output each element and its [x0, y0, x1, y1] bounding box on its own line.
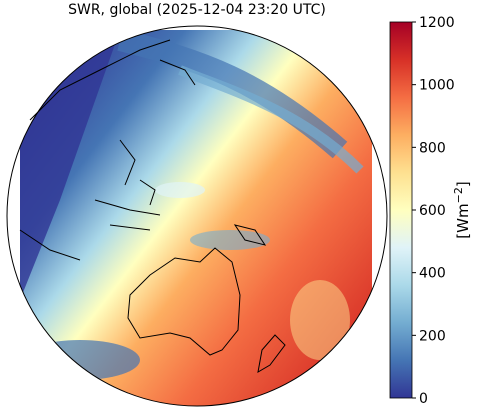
colorbar-tick-label: 0 [419, 391, 428, 407]
colorbar-label: [Wm−2] [452, 181, 472, 238]
colorbar-tick-label: 800 [419, 140, 446, 156]
colorbar-tick-label: 600 [419, 203, 446, 219]
colorbar-tick-label: 200 [419, 328, 446, 344]
colorbar-tick-label: 1200 [419, 15, 455, 31]
label-superscript: −2 [452, 187, 465, 203]
map-title: SWR, global (2025-12-04 23:20 UTC) [68, 2, 326, 18]
coastlines [19, 39, 286, 373]
globe-outline [6, 25, 388, 407]
globe-image [20, 29, 372, 406]
colorbar-tick-label: 1000 [419, 78, 455, 94]
colorbar-tick-label: 400 [419, 266, 446, 282]
label-base: [Wm [454, 203, 472, 238]
colorbar [389, 21, 413, 399]
label-end: ] [454, 181, 472, 187]
